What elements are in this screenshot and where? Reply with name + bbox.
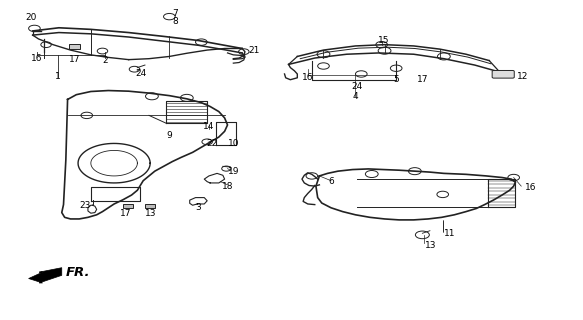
Text: 16: 16 (31, 53, 43, 62)
Text: 14: 14 (203, 122, 215, 131)
Text: 20: 20 (25, 13, 37, 22)
Text: 5: 5 (394, 75, 399, 84)
Bar (145, 204, 156, 208)
Text: 15: 15 (378, 36, 389, 45)
Bar (69, 44, 80, 49)
Text: 6: 6 (328, 177, 334, 186)
Text: 12: 12 (517, 72, 529, 81)
Text: 22: 22 (206, 139, 217, 148)
Text: 21: 21 (248, 45, 259, 55)
Text: 16: 16 (302, 73, 314, 82)
Text: 2: 2 (103, 56, 108, 65)
Text: 23: 23 (79, 201, 91, 210)
Text: 16: 16 (525, 183, 537, 192)
Bar (123, 204, 134, 208)
Text: 10: 10 (227, 139, 239, 148)
Text: 9: 9 (167, 131, 172, 140)
Text: 3: 3 (195, 203, 201, 212)
Text: 17: 17 (417, 75, 428, 84)
Text: 17: 17 (69, 54, 81, 63)
Polygon shape (29, 268, 62, 283)
Text: 19: 19 (227, 167, 239, 176)
Text: 1: 1 (55, 72, 61, 81)
Text: 24: 24 (352, 82, 363, 91)
Text: 8: 8 (173, 17, 178, 26)
Text: FR.: FR. (66, 266, 90, 279)
Text: 17: 17 (120, 209, 132, 218)
Text: 7: 7 (173, 9, 178, 18)
FancyBboxPatch shape (492, 70, 514, 78)
Text: 11: 11 (444, 229, 455, 238)
Text: 24: 24 (136, 68, 147, 77)
Text: 4: 4 (353, 92, 359, 101)
Text: 13: 13 (426, 241, 437, 250)
Text: 13: 13 (145, 209, 156, 218)
Text: 18: 18 (222, 182, 233, 191)
